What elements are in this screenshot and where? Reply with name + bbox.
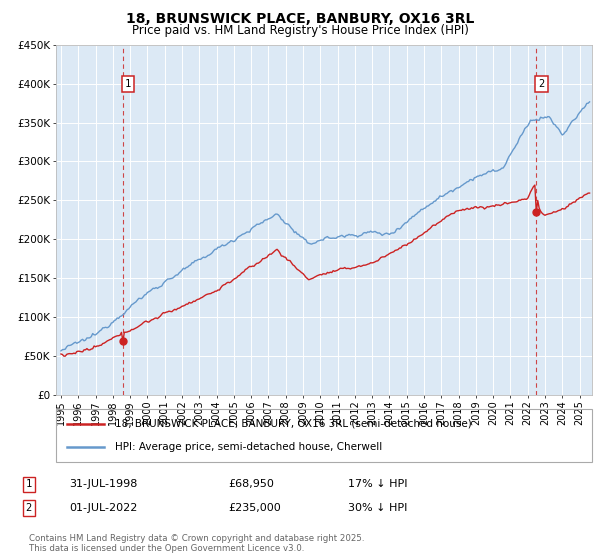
Text: 1: 1 (125, 79, 131, 88)
Text: £68,950: £68,950 (228, 479, 274, 489)
Text: 31-JUL-1998: 31-JUL-1998 (69, 479, 137, 489)
Text: £235,000: £235,000 (228, 503, 281, 513)
Text: 18, BRUNSWICK PLACE, BANBURY, OX16 3RL (semi-detached house): 18, BRUNSWICK PLACE, BANBURY, OX16 3RL (… (115, 419, 472, 429)
Text: Contains HM Land Registry data © Crown copyright and database right 2025.
This d: Contains HM Land Registry data © Crown c… (29, 534, 364, 553)
Text: 1: 1 (26, 479, 32, 489)
Text: Price paid vs. HM Land Registry's House Price Index (HPI): Price paid vs. HM Land Registry's House … (131, 24, 469, 37)
Text: 2: 2 (26, 503, 32, 513)
Text: 17% ↓ HPI: 17% ↓ HPI (348, 479, 407, 489)
Text: 18, BRUNSWICK PLACE, BANBURY, OX16 3RL: 18, BRUNSWICK PLACE, BANBURY, OX16 3RL (126, 12, 474, 26)
Text: HPI: Average price, semi-detached house, Cherwell: HPI: Average price, semi-detached house,… (115, 442, 382, 452)
Text: 30% ↓ HPI: 30% ↓ HPI (348, 503, 407, 513)
Text: 01-JUL-2022: 01-JUL-2022 (69, 503, 137, 513)
Text: 2: 2 (538, 79, 545, 88)
